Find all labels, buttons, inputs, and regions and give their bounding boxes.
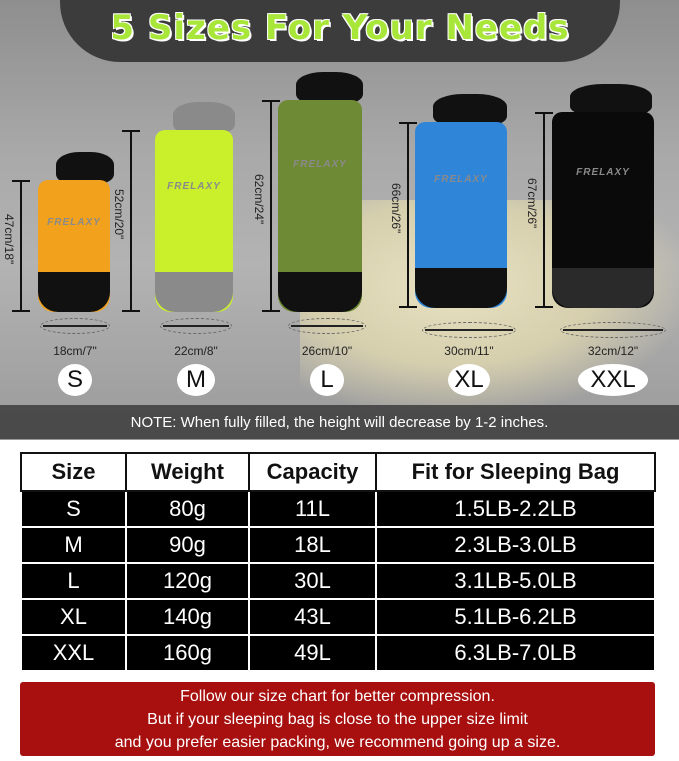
advice-line: But if your sleeping bag is close to the…: [147, 711, 528, 728]
table-cell: 6.3LB-7.0LB: [375, 634, 656, 672]
bag-m: FRELAXY: [155, 130, 233, 312]
table-cell: 120g: [125, 562, 250, 600]
bag-base-strap: [278, 272, 362, 312]
width-label-xxl: 32cm/12": [587, 344, 639, 358]
table-row: XXL 160g 49L 6.3LB-7.0LB: [20, 634, 656, 672]
width-ellipse-s: [40, 318, 110, 334]
bag-xxl: FRELAXY: [552, 112, 654, 308]
width-ellipse-xxl: [560, 322, 666, 338]
bag-l: FRELAXY: [278, 100, 362, 312]
bag-xl: FRELAXY: [415, 122, 507, 308]
header-fit: Fit for Sleeping Bag: [375, 452, 656, 492]
height-label-xl: 66cm/26": [389, 183, 403, 234]
bag-s: FRELAXY: [38, 180, 110, 312]
size-badge-xxl: XXL: [578, 364, 648, 396]
table-cell: L: [20, 562, 127, 600]
table-row: XL 140g 43L 5.1LB-6.2LB: [20, 598, 656, 636]
brand-logo: FRELAXY: [576, 166, 630, 178]
table-cell: XL: [20, 598, 127, 636]
advice-line: and you prefer easier packing, we recomm…: [114, 734, 561, 751]
width-label-s: 18cm/7": [53, 344, 97, 358]
brand-logo: FRELAXY: [434, 174, 488, 186]
table-cell: 5.1LB-6.2LB: [375, 598, 656, 636]
width-ellipse-m: [160, 318, 232, 334]
advice-line: Follow our size chart for better compres…: [180, 688, 495, 705]
bag-base-strap: [155, 272, 233, 312]
table-cell: 1.5LB-2.2LB: [375, 490, 656, 528]
size-badge-m: M: [177, 364, 215, 396]
height-dimension-l: [262, 100, 280, 312]
height-label-l: 62cm/24": [252, 174, 266, 225]
table-cell: 43L: [248, 598, 377, 636]
bag-lid-s: [56, 152, 114, 184]
bag-lid-m: [173, 102, 236, 134]
width-label-m: 22cm/8": [174, 344, 218, 358]
table-cell: 80g: [125, 490, 250, 528]
brand-logo: FRELAXY: [167, 180, 221, 192]
width-label-l: 26cm/10": [301, 344, 353, 358]
bag-base-strap: [38, 272, 110, 312]
size-table: Size Weight Capacity Fit for Sleeping Ba…: [20, 452, 656, 672]
height-label-m: 52cm/20": [112, 189, 126, 240]
height-label-xxl: 67cm/26": [525, 178, 539, 229]
table-row: L 120g 30L 3.1LB-5.0LB: [20, 562, 656, 600]
header-size: Size: [20, 452, 127, 492]
table-cell: 140g: [125, 598, 250, 636]
bag-lid-xxl: [570, 84, 652, 116]
table-cell: S: [20, 490, 127, 528]
title-banner: 5 Sizes For Your Needs: [60, 0, 620, 62]
bag-lid-l: [296, 72, 364, 104]
table-cell: 30L: [248, 562, 377, 600]
height-dimension-s: [12, 180, 30, 312]
table-cell: 11L: [248, 490, 377, 528]
table-cell: M: [20, 526, 127, 564]
size-badge-l: L: [310, 364, 344, 396]
table-cell: XXL: [20, 634, 127, 672]
size-badge-s: S: [58, 364, 92, 396]
table-cell: 2.3LB-3.0LB: [375, 526, 656, 564]
height-dimension-xl: [399, 122, 417, 308]
advice-box: Follow our size chart for better compres…: [20, 682, 655, 756]
header-capacity: Capacity: [248, 452, 377, 492]
height-dimension-m: [122, 130, 140, 312]
width-label-xl: 30cm/11": [444, 344, 494, 358]
header-weight: Weight: [125, 452, 250, 492]
table-cell: 3.1LB-5.0LB: [375, 562, 656, 600]
table-header-row: Size Weight Capacity Fit for Sleeping Ba…: [20, 452, 656, 492]
table-row: M 90g 18L 2.3LB-3.0LB: [20, 526, 656, 564]
brand-logo: FRELAXY: [293, 159, 347, 171]
page-title: 5 Sizes For Your Needs: [110, 8, 570, 48]
width-ellipse-l: [288, 318, 366, 334]
table-cell: 160g: [125, 634, 250, 672]
table-cell: 90g: [125, 526, 250, 564]
bag-lid-xl: [433, 94, 507, 126]
height-dimension-xxl: [535, 112, 553, 308]
width-ellipse-xl: [422, 322, 516, 338]
size-badge-xl: XL: [448, 364, 490, 396]
table-cell: 49L: [248, 634, 377, 672]
brand-logo: FRELAXY: [47, 216, 101, 228]
bag-base-strap: [415, 268, 507, 308]
bag-base-strap: [552, 268, 654, 308]
height-label-s: 47cm/18": [2, 214, 16, 265]
table-cell: 18L: [248, 526, 377, 564]
table-row: S 80g 11L 1.5LB-2.2LB: [20, 490, 656, 528]
note-banner: NOTE: When fully filled, the height will…: [0, 405, 679, 439]
